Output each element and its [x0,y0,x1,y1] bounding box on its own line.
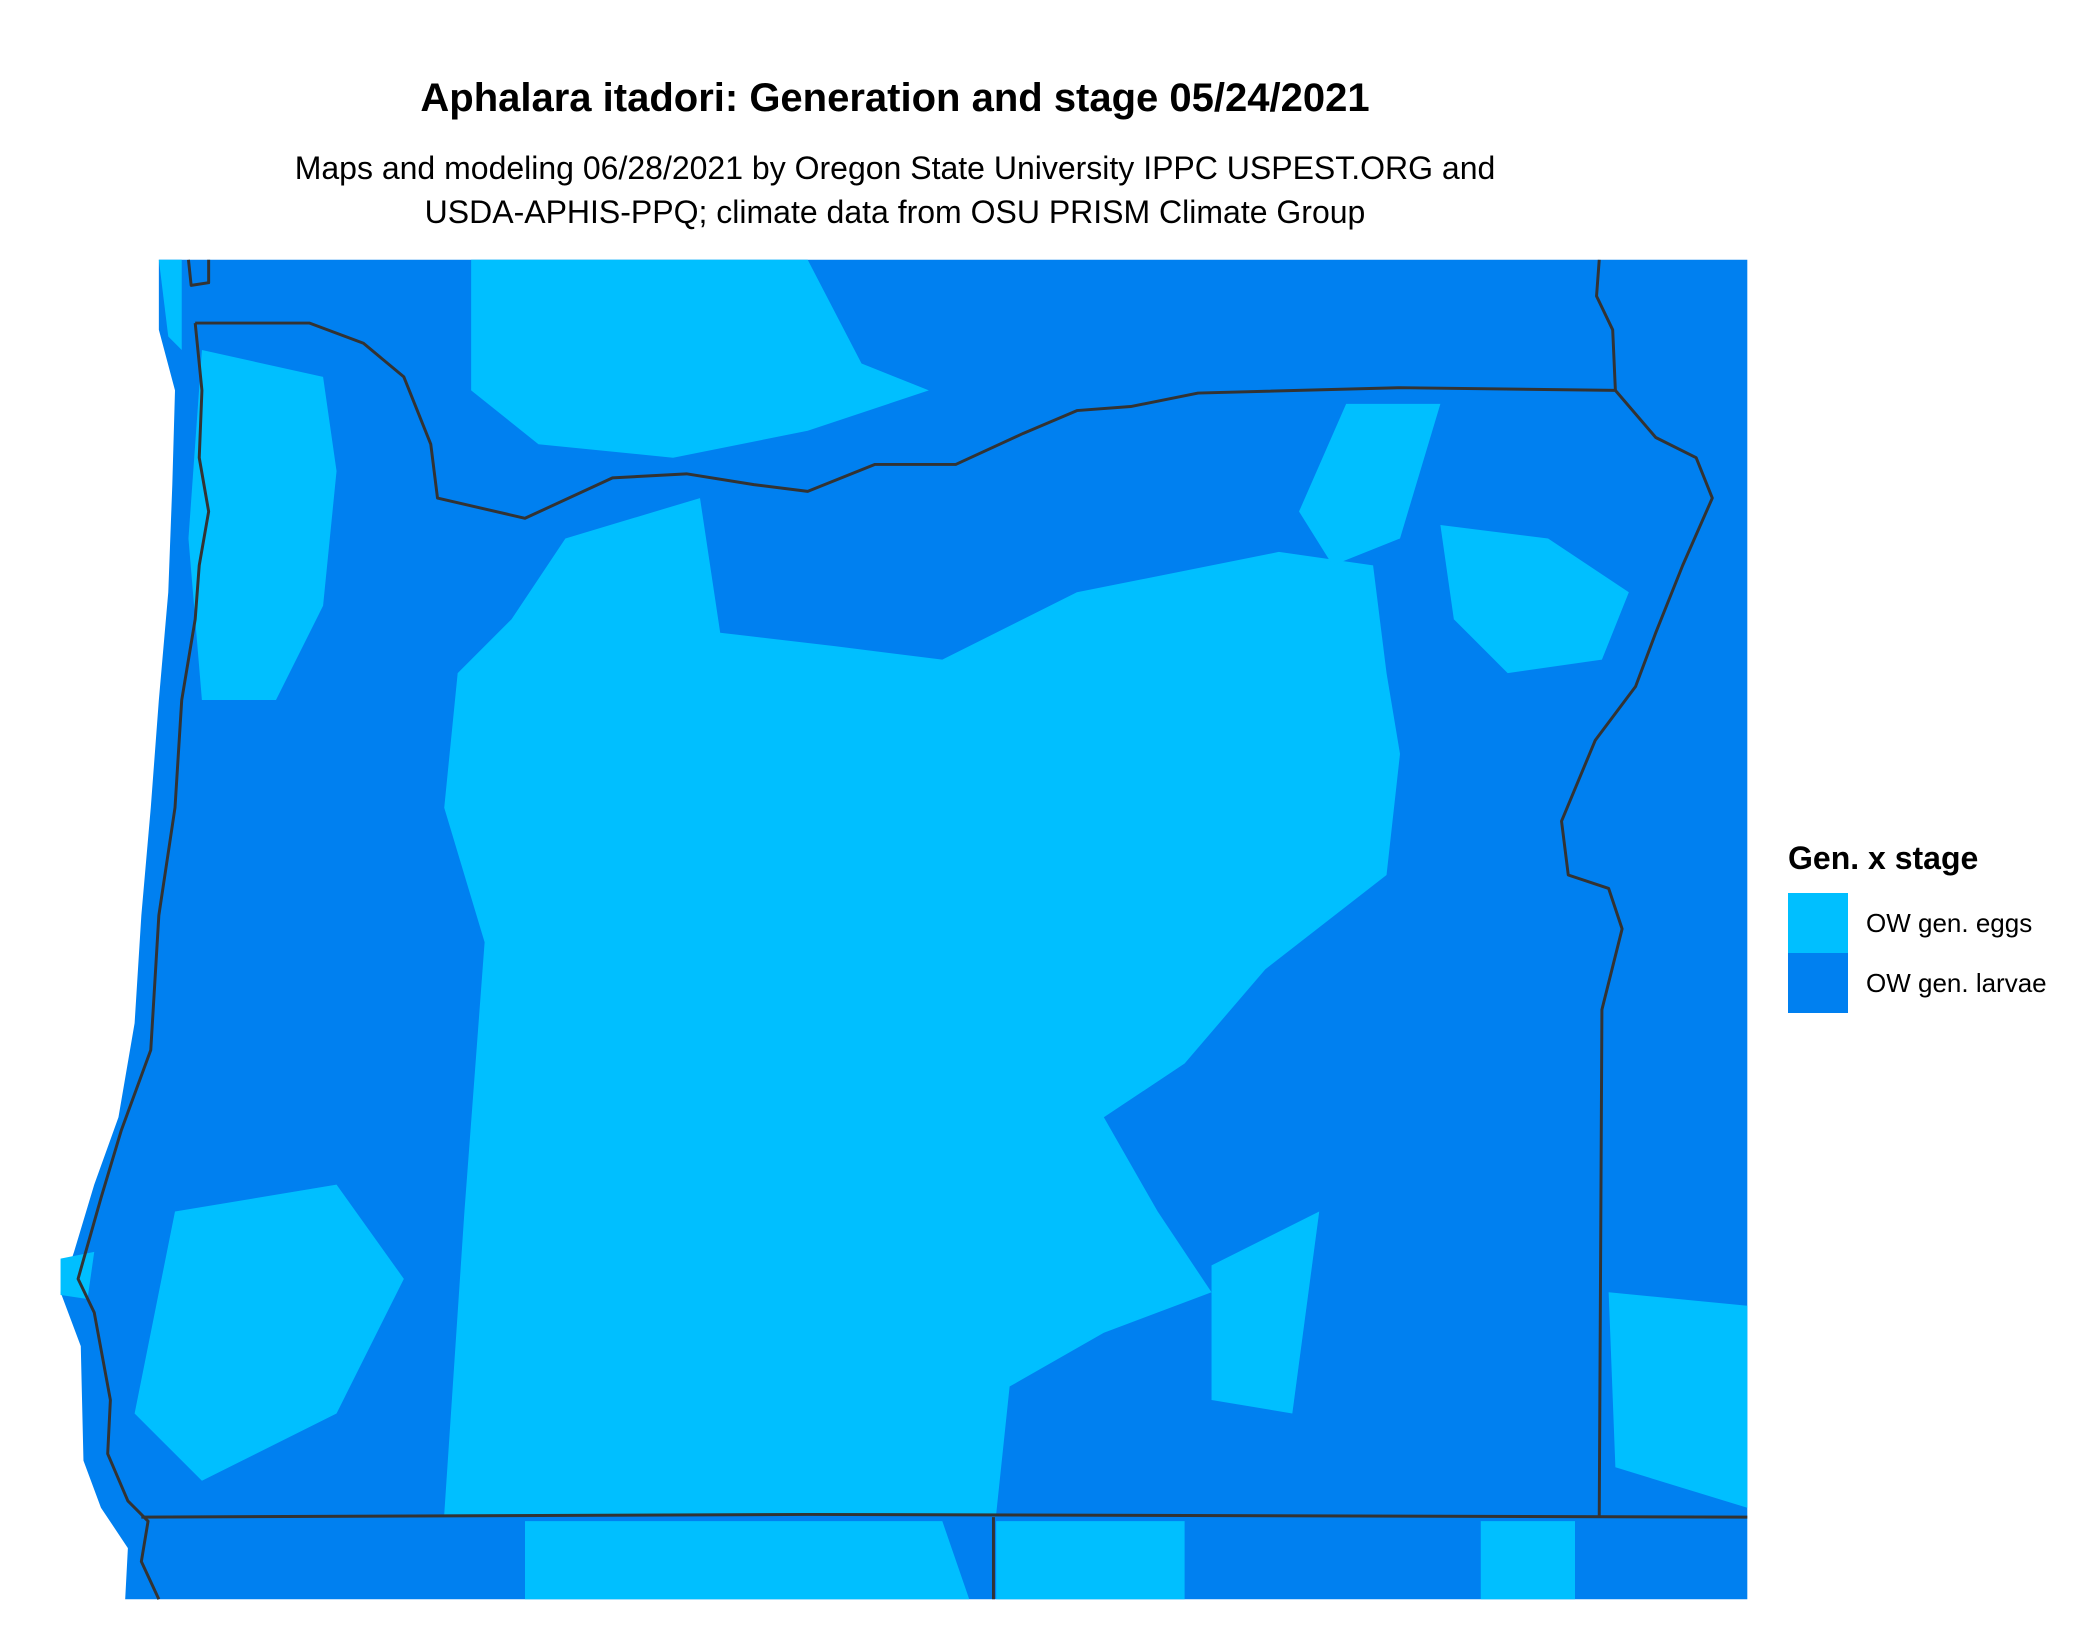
eggs-region-coast-south [60,1251,95,1300]
puget-line [186,259,211,287]
eggs-region-northeast [1440,525,1629,674]
columbia-river-border [195,321,1714,1518]
eggs-region-washington [471,259,929,458]
boundaries-layer [76,259,1748,1600]
south-border [141,1512,1748,1519]
eggs-region-southwest [134,1184,404,1481]
legend-item-eggs: OW gen. eggs [1788,893,2047,953]
coastline [76,322,211,1600]
map-subtitle-line-2: USDA-APHIS-PPQ; climate data from OSU PR… [424,194,1366,230]
eggs-region-idaho [1608,1292,1748,1508]
legend-swatch-eggs [1788,893,1848,953]
eggs-region-coast-strip [158,259,182,350]
washington-idaho-border [1595,259,1617,391]
eggs-region-coast-north [188,350,337,700]
legend-item-larvae: OW gen. larvae [1788,953,2047,1013]
eggs-region-columbia-east [1299,403,1441,566]
legend: Gen. x stage OW gen. eggs OW gen. larvae [1788,840,2047,1013]
eggs-region-klamath [1211,1211,1320,1414]
legend-title: Gen. x stage [1788,840,1979,876]
map-title: Aphalara itadori: Generation and stage 0… [420,76,1370,120]
legend-label-larvae: OW gen. larvae [1866,967,2047,998]
eggs-region-ca-2 [996,1521,1185,1600]
eggs-region-ca-3 [1480,1521,1575,1600]
raster-layer [60,259,1748,1600]
map-subtitle-line-1: Maps and modeling 06/28/2021 by Oregon S… [294,150,1496,186]
eggs-region-ca-1 [525,1521,970,1600]
legend-swatch-larvae [1788,953,1848,1013]
eggs-region-central [444,498,1400,1515]
legend-label-eggs: OW gen. eggs [1866,907,2033,938]
